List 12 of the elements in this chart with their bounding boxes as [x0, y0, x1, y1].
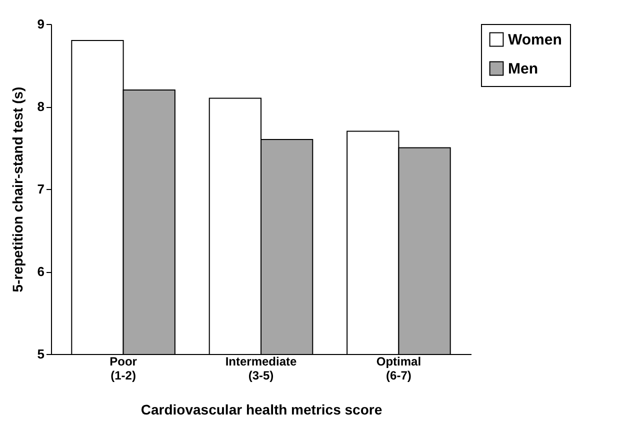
x-axis-title: Cardiovascular health metrics score: [140, 402, 382, 418]
legend-label: Men: [508, 60, 538, 78]
y-tick-label: 5: [37, 346, 44, 362]
x-tick-label: Poor (1-2): [110, 354, 138, 382]
y-tick-label: 9: [37, 16, 44, 32]
x-tick-label: Intermediate (3-5): [225, 354, 297, 382]
legend-label: Women: [508, 32, 562, 48]
x-tick-label: Optimal (6-7): [376, 354, 422, 382]
y-tick-label: 7: [37, 182, 44, 196]
y-tick-label: 6: [37, 264, 44, 279]
y-tick-label: 8: [37, 99, 44, 114]
y-axis-title: 5-repetition chair-stand test (s): [9, 86, 26, 292]
